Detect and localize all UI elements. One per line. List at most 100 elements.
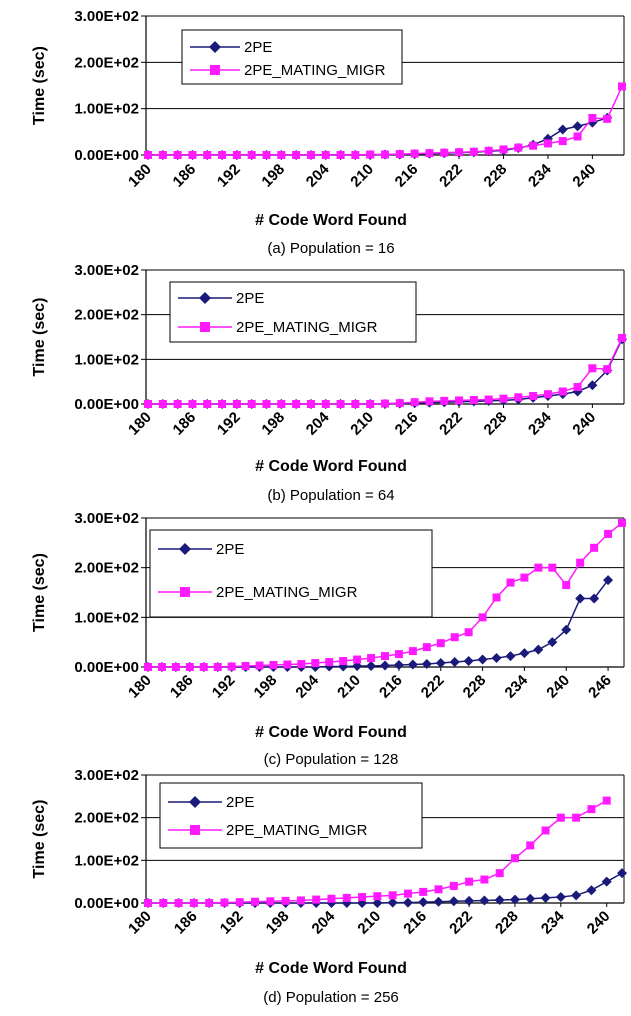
data-point	[205, 899, 214, 907]
x-tick-label: 240	[584, 908, 614, 938]
legend-label: 2PE	[226, 794, 254, 811]
data-point	[618, 333, 626, 342]
legend-marker	[210, 65, 220, 75]
data-point	[171, 663, 180, 671]
legend-marker	[179, 543, 191, 555]
x-tick-label: 234	[525, 408, 555, 438]
data-point	[218, 151, 227, 159]
data-point	[173, 151, 182, 159]
data-point	[603, 365, 612, 374]
data-point	[543, 139, 552, 148]
data-point	[407, 659, 418, 670]
data-point	[506, 578, 515, 587]
data-point	[227, 662, 236, 671]
legend-box	[149, 529, 433, 618]
data-point	[525, 893, 536, 904]
chart-caption: (c) Population = 128	[264, 751, 399, 768]
data-point	[601, 876, 612, 887]
x-tick-label: 216	[400, 908, 430, 938]
data-point	[618, 518, 626, 527]
data-point	[450, 633, 459, 642]
data-point	[394, 650, 403, 659]
chart-caption: (b) Population = 64	[267, 487, 394, 504]
data-point	[575, 593, 586, 604]
x-tick-label: 246	[585, 672, 615, 702]
data-point	[491, 653, 502, 664]
data-point	[449, 881, 458, 890]
y-tick-label: 2.00E+02	[74, 307, 139, 324]
data-point	[410, 398, 419, 407]
legend-label: 2PE	[236, 290, 264, 307]
y-axis-title: Time (sec)	[31, 298, 48, 377]
data-point	[380, 660, 390, 671]
data-point	[440, 148, 449, 157]
data-point	[351, 151, 360, 159]
data-point	[353, 655, 362, 664]
data-point	[203, 400, 212, 408]
data-point	[556, 813, 565, 822]
x-tick-label: 222	[436, 409, 466, 439]
data-point	[255, 661, 264, 670]
data-point	[561, 624, 572, 635]
data-point	[562, 581, 571, 590]
data-point	[422, 643, 431, 652]
data-point	[395, 399, 404, 408]
legend-marker	[180, 587, 190, 597]
data-point	[366, 400, 375, 408]
data-point	[602, 796, 611, 805]
x-tick-label: 216	[392, 161, 422, 191]
data-point	[541, 826, 550, 835]
data-point	[306, 151, 315, 159]
x-tick-label: 228	[481, 409, 511, 439]
x-tick-label: 210	[347, 161, 377, 191]
data-point	[189, 899, 198, 907]
data-point	[529, 391, 538, 400]
x-tick-label: 210	[334, 672, 364, 702]
data-point	[144, 151, 152, 159]
data-point	[547, 637, 558, 648]
data-point	[464, 895, 475, 906]
legend-box	[159, 782, 423, 849]
data-point	[418, 897, 429, 908]
x-tick-label: 192	[214, 161, 244, 191]
data-point	[571, 890, 582, 901]
data-point	[526, 841, 535, 850]
legend-marker	[209, 41, 221, 53]
y-tick-label: 0.00E+00	[74, 147, 139, 164]
data-point	[381, 150, 389, 159]
data-point	[588, 113, 597, 122]
data-point	[435, 658, 446, 669]
legend-label: 2PE	[216, 541, 244, 558]
x-tick-label: 204	[309, 907, 339, 937]
x-axis-title: # Code Word Found	[255, 724, 407, 741]
data-point	[425, 397, 434, 406]
data-point	[185, 663, 194, 671]
data-point	[465, 877, 474, 886]
x-tick-label: 186	[171, 908, 201, 938]
data-point	[203, 151, 212, 159]
data-point	[336, 400, 345, 408]
y-tick-label: 0.00E+00	[74, 895, 139, 912]
x-tick-label: 216	[376, 672, 406, 702]
x-tick-label: 222	[436, 161, 466, 191]
series-line-2pe	[148, 117, 608, 156]
x-tick-label: 186	[167, 672, 197, 702]
x-tick-label: 234	[525, 160, 555, 190]
x-axis-title: # Code Word Found	[255, 960, 407, 977]
data-point	[281, 896, 290, 905]
data-point	[586, 885, 597, 896]
x-tick-label: 240	[569, 409, 599, 439]
data-point	[403, 889, 412, 898]
data-point	[296, 896, 305, 905]
data-point	[247, 400, 256, 408]
data-point	[434, 885, 443, 894]
y-tick-label: 0.00E+00	[74, 396, 139, 413]
data-point	[247, 151, 256, 159]
data-point	[479, 895, 490, 906]
data-point	[232, 151, 241, 159]
data-point	[548, 563, 557, 572]
x-tick-label: 180	[125, 161, 155, 191]
data-point	[421, 659, 432, 670]
data-point	[573, 132, 582, 141]
x-tick-label: 198	[258, 409, 288, 439]
